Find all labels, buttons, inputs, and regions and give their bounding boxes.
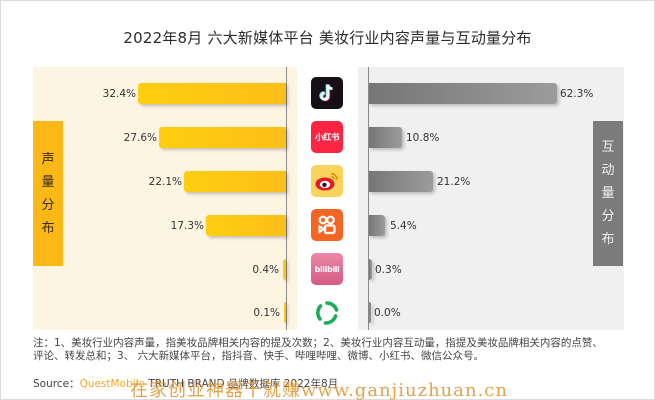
chart-notes: 注：1、美妆行业内容声量，指美妆品牌相关内容的提及次数；2、美妆行业内容互动量，… (33, 337, 633, 363)
label-char: 布 (41, 220, 55, 236)
interaction-value-xiaohongshu: 10.8% (406, 132, 440, 144)
interaction-value-bilibili: 0.3% (375, 264, 402, 276)
interaction-bar-douyin (369, 83, 557, 104)
interaction-distribution-label: 互 动 量 分 布 (593, 121, 623, 266)
interaction-bar-weibo (369, 171, 433, 192)
interaction-value-wechat: 0.0% (374, 307, 401, 319)
volume-value-kuaishou: 17.3% (170, 220, 204, 232)
volume-bar-kuaishou (206, 215, 286, 236)
volume-bar-wechat (284, 302, 286, 323)
notes-line-2: 评论、转发总和；3、 六大新媒体平台，指抖音、快手、哔哩哔哩、微博、小红书、微信… (33, 350, 485, 362)
volume-value-wechat: 0.1% (253, 307, 280, 319)
volume-value-xiaohongshu: 27.6% (123, 132, 157, 144)
interaction-value-kuaishou: 5.4% (390, 220, 417, 232)
interaction-value-weibo: 21.2% (437, 176, 471, 188)
interaction-axis-line (368, 67, 369, 330)
interaction-bar-wechat (369, 302, 371, 323)
xiaohongshu-icon: 小红书 (311, 121, 343, 153)
interaction-panel (358, 67, 624, 330)
volume-axis-line (286, 67, 287, 330)
label-char: 分 (601, 209, 615, 224)
source-line: Source：QuestMobile TRUTH BRAND 品牌数据库 202… (33, 376, 338, 391)
volume-distribution-label: 声 量 分 布 (33, 121, 63, 266)
douyin-icon (311, 77, 343, 109)
volume-value-weibo: 22.1% (148, 176, 182, 188)
interaction-bar-bilibili (369, 259, 372, 280)
label-char: 量 (601, 186, 615, 201)
volume-value-douyin: 32.4% (102, 88, 136, 100)
source-brand: QuestMobile (79, 378, 145, 390)
label-char: 分 (41, 197, 55, 213)
bilibili-icon-text: bilibili (314, 264, 340, 274)
chart-title: 2022年8月 六大新媒体平台 美妆行业内容声量与互动量分布 (123, 29, 532, 47)
xiaohongshu-icon-text: 小红书 (314, 133, 340, 143)
volume-panel (33, 67, 297, 330)
volume-bar-bilibili (283, 259, 286, 280)
weibo-icon (311, 165, 343, 197)
interaction-value-douyin: 62.3% (560, 88, 594, 100)
wechat-official-account-icon (311, 297, 343, 329)
bilibili-icon: bilibili (311, 253, 343, 285)
notes-line-1: 注：1、美妆行业内容声量，指美妆品牌相关内容的提及次数；2、美妆行业内容互动量，… (33, 337, 603, 349)
label-char: 声 (41, 151, 55, 167)
volume-bar-douyin (138, 83, 286, 104)
label-char: 动 (601, 163, 615, 178)
watermark-text: 在家创业神器千就赚www.ganjiuzhuan.cn (130, 380, 508, 400)
kuaishou-icon (311, 209, 343, 241)
volume-bar-xiaohongshu (159, 127, 286, 148)
interaction-bar-xiaohongshu (369, 127, 402, 148)
volume-value-bilibili: 0.4% (252, 264, 279, 276)
label-char: 布 (601, 232, 615, 247)
source-rest: TRUTH BRAND 品牌数据库 2022年8月 (145, 378, 339, 390)
source-prefix: Source： (33, 378, 80, 390)
label-char: 量 (41, 174, 55, 190)
label-char: 互 (601, 140, 615, 155)
volume-bar-weibo (184, 171, 286, 192)
interaction-bar-kuaishou (369, 215, 385, 236)
